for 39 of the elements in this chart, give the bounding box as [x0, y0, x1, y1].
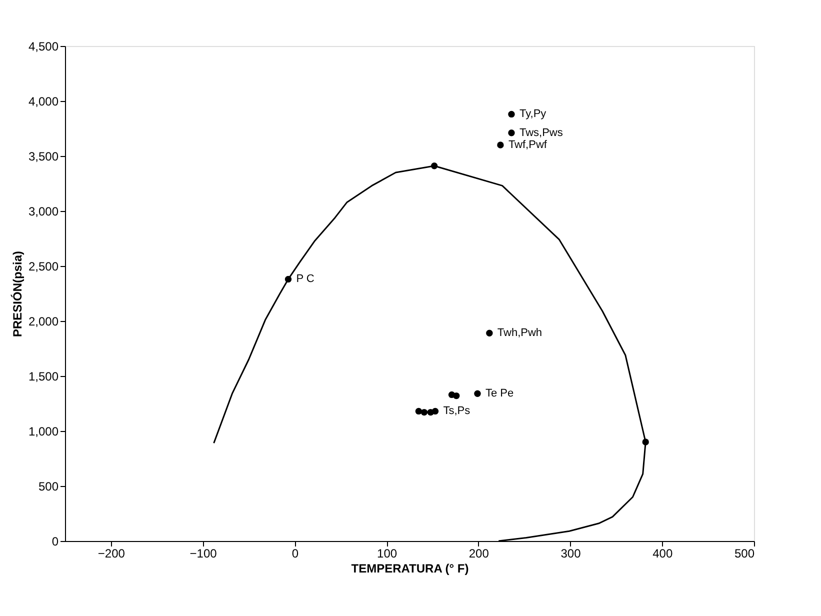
point: [432, 408, 439, 415]
x-axis-title: TEMPERATURA (° F): [351, 562, 469, 576]
annotation: Ts,Ps: [443, 405, 471, 418]
y-tick-label: 500: [38, 480, 59, 494]
x-tick-label: −200: [98, 546, 126, 560]
y-tick-label: 2,500: [28, 260, 59, 274]
annotation: Ty,Py: [519, 108, 547, 120]
x-tick-label: 200: [468, 546, 490, 560]
annotation: Te Pe: [485, 388, 514, 400]
y-tick-label: 4,500: [28, 40, 59, 54]
y-tick-label: 3,500: [28, 150, 59, 164]
point: [486, 330, 493, 336]
point: [453, 392, 460, 400]
y-tick-label: 1,500: [28, 370, 59, 384]
point: [420, 408, 428, 416]
annotation: Twf,Pwf: [508, 139, 548, 151]
y-axis-title: PRESIÓN(psia): [10, 250, 24, 338]
x-tick-label: 400: [652, 546, 673, 560]
y-tick-label: 3,000: [28, 204, 59, 218]
y-tick-label: 1,000: [28, 424, 59, 438]
x-tick-label: 100: [377, 546, 398, 560]
x-tick-label: 500: [734, 546, 755, 560]
annotation: Twh,Pwh: [497, 327, 542, 340]
y-tick-label: 2,000: [28, 314, 59, 328]
point: [474, 390, 481, 397]
point: [497, 142, 504, 148]
annotation: Tws,Pws: [519, 126, 564, 139]
point: [430, 162, 438, 170]
point: [642, 438, 649, 446]
annotation: P C: [296, 273, 314, 286]
y-tick-label: 0: [52, 534, 59, 548]
point: [284, 276, 292, 283]
x-tick-label: 300: [560, 546, 582, 560]
y-tick-label: 4,000: [28, 94, 59, 108]
x-tick-label: −100: [190, 546, 218, 560]
point: [415, 408, 422, 415]
point: [508, 110, 515, 118]
x-tick-label: 0: [292, 546, 299, 560]
point: [508, 130, 515, 136]
